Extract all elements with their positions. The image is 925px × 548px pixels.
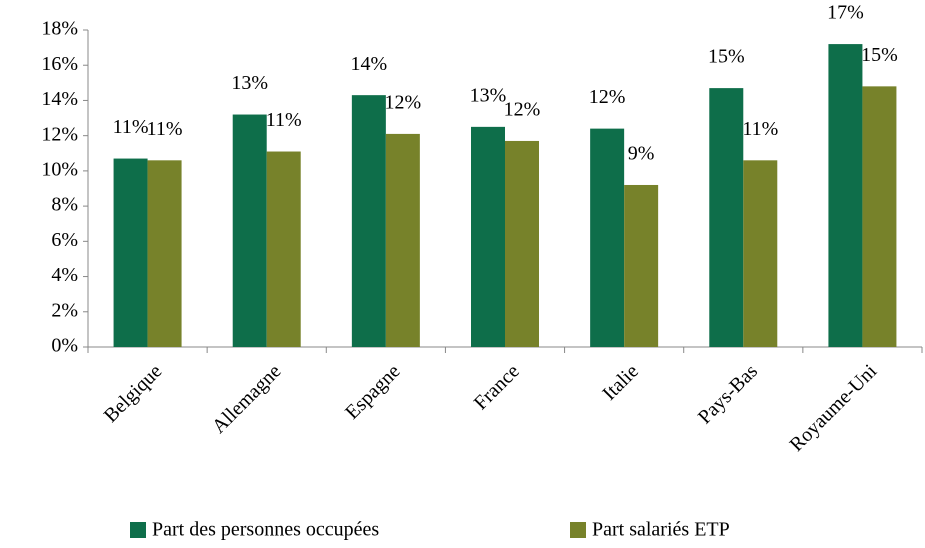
legend-swatch bbox=[570, 522, 586, 538]
bar bbox=[351, 95, 386, 348]
value-label: 13% bbox=[470, 84, 507, 106]
y-tick-label: 2% bbox=[51, 299, 78, 321]
bar bbox=[147, 160, 182, 347]
bar bbox=[385, 133, 420, 347]
legend-swatch bbox=[130, 522, 146, 538]
y-tick-label: 8% bbox=[51, 194, 78, 216]
value-label: 11% bbox=[266, 109, 302, 131]
x-tick-label: Pays-Bas bbox=[694, 360, 762, 428]
y-tick-label: 14% bbox=[41, 88, 78, 110]
x-tick-label: Espagne bbox=[341, 360, 405, 424]
bar bbox=[471, 126, 505, 347]
value-label: 11% bbox=[113, 116, 149, 138]
value-label: 15% bbox=[708, 46, 745, 68]
bar bbox=[232, 114, 267, 348]
y-tick-label: 4% bbox=[51, 264, 78, 286]
x-tick-label: Belgique bbox=[100, 360, 167, 427]
value-label: 15% bbox=[861, 44, 898, 66]
value-label: 11% bbox=[147, 118, 183, 140]
y-tick-label: 12% bbox=[41, 123, 78, 145]
value-label: 9% bbox=[628, 143, 655, 165]
bar bbox=[862, 86, 897, 347]
y-tick-label: 16% bbox=[41, 53, 78, 75]
bar bbox=[743, 160, 778, 347]
x-tick-label: Italie bbox=[598, 360, 643, 405]
value-label: 12% bbox=[589, 86, 626, 108]
value-label: 11% bbox=[742, 118, 778, 140]
y-tick-label: 18% bbox=[41, 18, 78, 40]
bar bbox=[113, 158, 148, 347]
value-label: 12% bbox=[504, 99, 541, 121]
legend-label: Part des personnes occupées bbox=[152, 519, 379, 541]
legend-label: Part salariés ETP bbox=[592, 519, 730, 541]
y-tick-label: 10% bbox=[41, 158, 78, 180]
bar bbox=[505, 140, 539, 347]
y-tick-label: 0% bbox=[51, 335, 78, 357]
bar bbox=[828, 44, 863, 347]
x-tick-label: Royaume-Uni bbox=[786, 360, 882, 456]
value-label: 14% bbox=[351, 53, 388, 75]
value-label: 13% bbox=[231, 72, 268, 94]
value-label: 12% bbox=[385, 91, 422, 113]
bar bbox=[590, 128, 625, 347]
bar bbox=[266, 151, 301, 347]
y-tick-label: 6% bbox=[51, 229, 78, 251]
x-tick-label: Allemagne bbox=[208, 360, 286, 438]
bar bbox=[709, 88, 744, 347]
x-tick-label: France bbox=[470, 360, 524, 414]
value-label: 17% bbox=[827, 2, 864, 24]
bar bbox=[624, 184, 659, 347]
